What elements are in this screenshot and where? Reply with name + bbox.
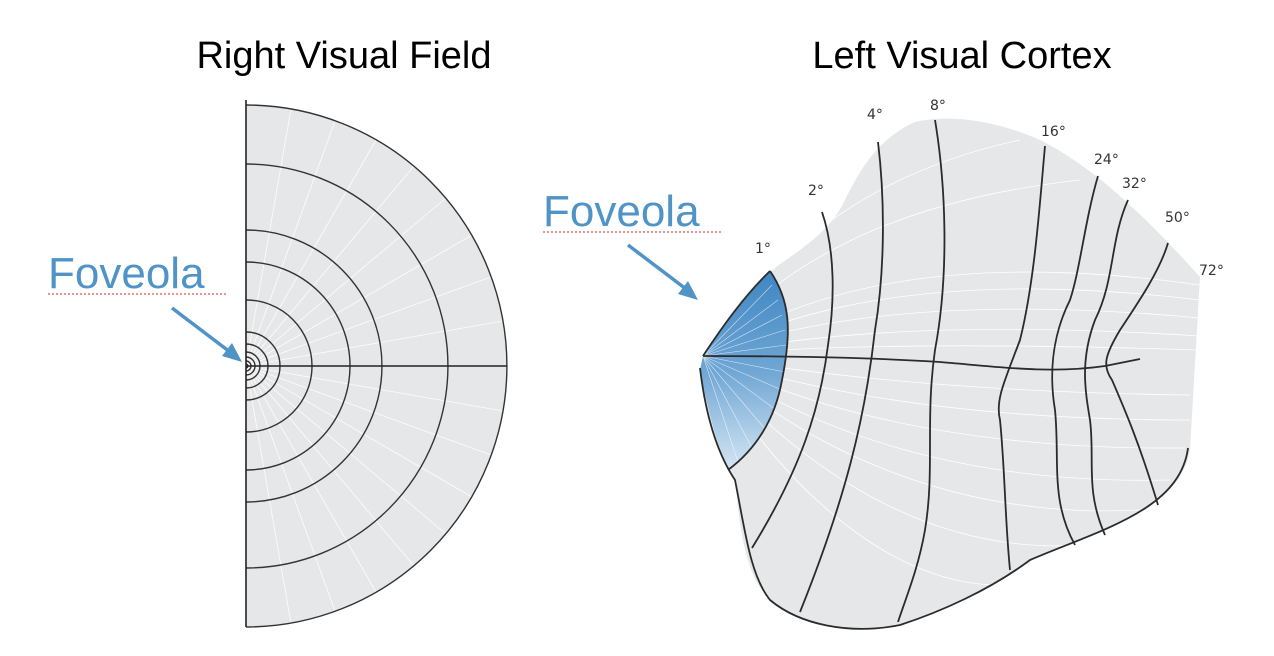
visual-cortex-diagram: 1° 2° 4° 8° 16° 24° 32° 50° 72° Foveola	[543, 98, 1224, 630]
cortex-foveola-wedges	[702, 284, 787, 463]
label-32-deg: 32°	[1122, 176, 1147, 192]
cortex-foveola-arrowhead	[678, 281, 698, 300]
cortex-foveola-label: Foveola	[543, 187, 700, 236]
iso-50-deg	[1105, 242, 1169, 506]
cortex-outline-lower	[699, 367, 1189, 630]
hemifield-wedges	[245, 108, 504, 624]
label-16-deg: 16°	[1041, 124, 1066, 140]
label-50-deg: 50°	[1165, 210, 1190, 226]
iso-32-deg	[1084, 199, 1129, 536]
visual-cortex-title: Left Visual Cortex	[812, 35, 1111, 77]
field-foveola-arrowhead	[222, 343, 242, 362]
label-1-deg: 1°	[755, 241, 771, 257]
cortex-foveola-arrow	[626, 243, 688, 291]
field-foveola-arrow	[170, 306, 232, 354]
iso-eccentricity-lines	[727, 119, 1169, 623]
label-24-deg: 24°	[1094, 152, 1119, 168]
iso-16-deg	[997, 145, 1046, 571]
label-4-deg: 4°	[867, 107, 883, 123]
eccentricity-labels: 1° 2° 4° 8° 16° 24° 32° 50° 72°	[755, 98, 1224, 279]
label-2-deg: 2°	[808, 183, 824, 199]
iso-8-deg	[897, 119, 946, 623]
cortex-foveola-region	[700, 271, 788, 470]
visual-field-title: Right Visual Field	[196, 35, 491, 77]
iso-24-deg	[1051, 175, 1099, 546]
label-8-deg: 8°	[930, 98, 946, 114]
iso-1-deg	[727, 270, 789, 471]
cortex-horizontal-meridian	[702, 355, 1141, 371]
cortex-region	[700, 118, 1200, 629]
cortex-outline-upper	[702, 270, 771, 357]
visual-field-diagram: Foveola	[48, 100, 508, 628]
field-foveola-label: Foveola	[48, 249, 205, 298]
label-72-deg: 72°	[1199, 263, 1224, 279]
iso-2-deg	[751, 211, 834, 549]
iso-4-deg	[799, 141, 884, 613]
